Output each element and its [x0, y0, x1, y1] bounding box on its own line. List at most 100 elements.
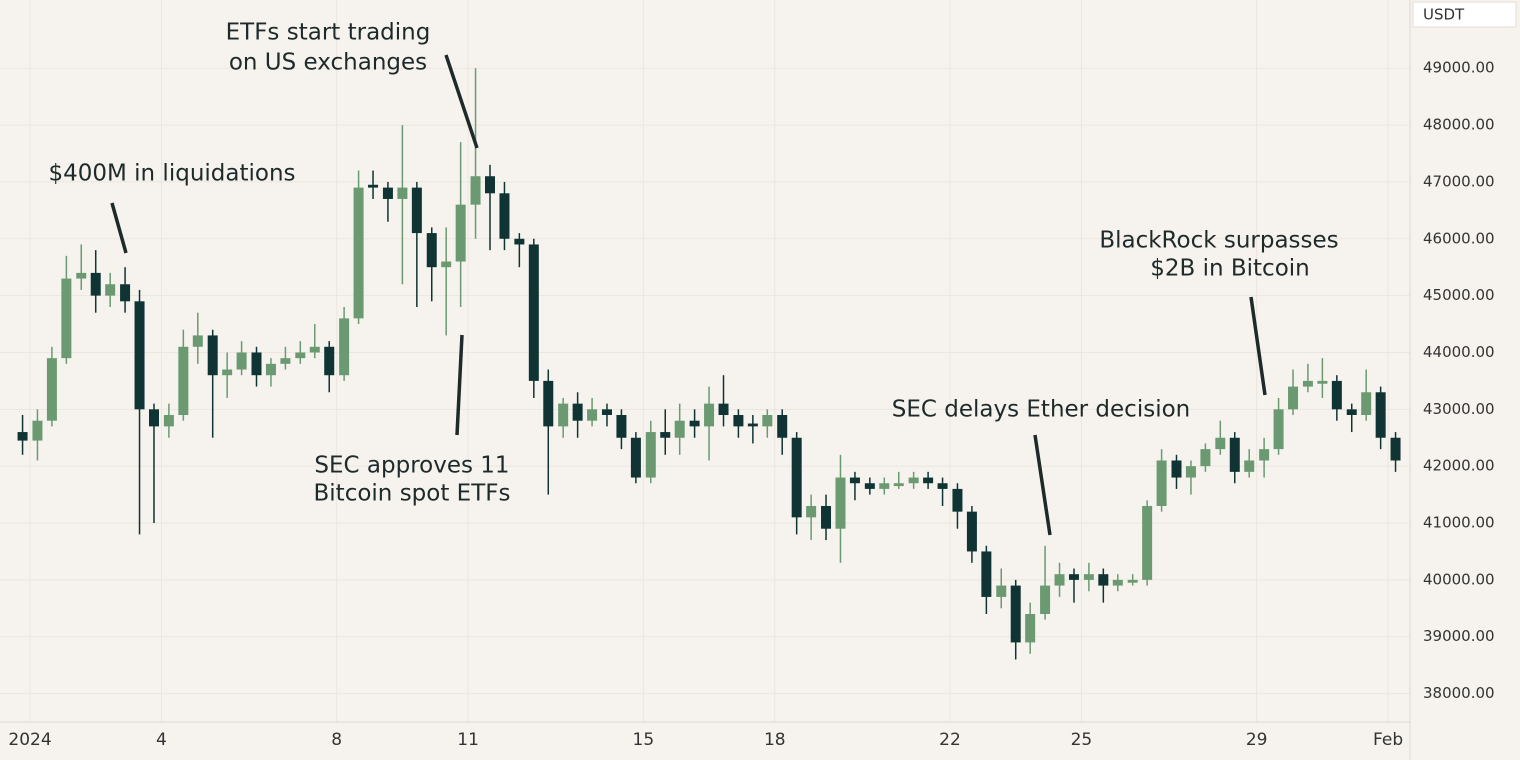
candle-body: [704, 403, 715, 427]
candle-body: [61, 278, 72, 359]
candle-body: [251, 352, 262, 376]
annotation-lines: [110, 54, 1267, 536]
candle-body: [17, 432, 28, 441]
candle-body: [148, 409, 159, 427]
y-tick-label: 40000.00: [1423, 570, 1495, 588]
candle-body: [46, 358, 57, 421]
candle-body: [1098, 574, 1109, 586]
candle-body: [192, 335, 203, 347]
x-tick-label: 4: [156, 730, 167, 750]
x-tick-label: 11: [457, 730, 479, 750]
candle-body: [339, 318, 350, 376]
candle-body: [1215, 437, 1226, 450]
candle-body: [105, 284, 116, 296]
candle-body: [1156, 460, 1167, 506]
annotation: on US exchanges: [229, 50, 427, 76]
y-tick-label: 39000.00: [1423, 627, 1495, 645]
candle-body: [222, 369, 233, 376]
x-tick-label: 2024: [8, 730, 51, 750]
y-tick-label: 44000.00: [1423, 343, 1495, 361]
y-tick-label: 45000.00: [1423, 286, 1495, 304]
candle-body: [1010, 585, 1021, 643]
candle-body: [1259, 449, 1270, 461]
x-tick-label: 8: [331, 730, 342, 750]
y-tick-label: 49000.00: [1423, 59, 1495, 77]
candle-body: [295, 352, 306, 359]
candles: [17, 68, 1401, 660]
annotation-line: [444, 54, 479, 149]
candle-body: [645, 432, 656, 478]
candle-body: [747, 423, 758, 427]
candle-body: [572, 403, 583, 421]
candle-body: [630, 437, 641, 478]
candle-body: [528, 244, 539, 381]
candle-body: [134, 301, 145, 410]
candle-body: [1229, 437, 1240, 472]
candle-body: [368, 184, 379, 188]
candle-body: [893, 483, 904, 487]
candle-body: [966, 511, 977, 552]
x-tick-label: 25: [1071, 730, 1093, 750]
annotation-line: [455, 334, 464, 436]
y-tick-label: 43000.00: [1423, 400, 1495, 418]
candle-body: [689, 420, 700, 427]
annotation-line: [1033, 434, 1052, 536]
candle-body: [616, 415, 627, 438]
candle-body: [981, 551, 992, 597]
candle-body: [1185, 466, 1196, 478]
candle-body: [1200, 449, 1211, 467]
annotation: ETFs start trading: [226, 20, 431, 46]
candle-body: [280, 358, 291, 364]
candle-body: [1273, 409, 1284, 450]
y-tick-label: 48000.00: [1423, 116, 1495, 134]
candle-body: [879, 483, 890, 489]
annotation: BlackRock surpasses: [1099, 228, 1338, 254]
annotation: $400M in liquidations: [48, 161, 295, 187]
candle-body: [236, 352, 247, 370]
candle-body: [120, 284, 131, 302]
candle-body: [397, 187, 408, 199]
candle-body: [1068, 574, 1079, 580]
x-tick-label: 18: [764, 730, 786, 750]
unit-box: [1412, 1, 1517, 28]
candle-body: [455, 204, 466, 262]
x-tick-label: 15: [633, 730, 655, 750]
annotation: Bitcoin spot ETFs: [314, 481, 511, 507]
candle-body: [32, 420, 43, 441]
candle-body: [864, 483, 875, 489]
candle-body: [1317, 380, 1328, 384]
annotation: SEC approves 11: [314, 453, 509, 479]
candle-body: [601, 409, 612, 416]
candle-body: [1112, 579, 1123, 586]
candle-body: [543, 380, 554, 427]
candle-body: [1288, 386, 1299, 410]
candle-body: [1171, 460, 1182, 478]
candle-body: [923, 477, 934, 484]
candle-body: [163, 415, 174, 427]
candle-body: [470, 176, 481, 205]
candle-body: [426, 233, 437, 268]
candle-body: [1142, 505, 1153, 580]
candle-body: [806, 505, 817, 518]
candle-body: [309, 346, 320, 353]
candle-body: [937, 483, 948, 489]
y-tick-label: 41000.00: [1423, 514, 1495, 532]
candle-body: [441, 261, 452, 268]
candle-body: [777, 415, 788, 438]
x-tick-label: 22: [939, 730, 961, 750]
candle-body: [353, 187, 364, 319]
candle-body: [178, 346, 189, 416]
candle-body: [265, 363, 276, 376]
candle-body: [324, 346, 335, 376]
y-tick-label: 46000.00: [1423, 229, 1495, 247]
annotation-line: [1249, 296, 1267, 396]
candle-body: [821, 505, 832, 529]
candle-body: [835, 477, 846, 529]
candle-body: [485, 176, 496, 194]
candle-body: [718, 403, 729, 416]
y-tick-label: 47000.00: [1423, 172, 1495, 190]
candle-body: [1390, 437, 1401, 461]
